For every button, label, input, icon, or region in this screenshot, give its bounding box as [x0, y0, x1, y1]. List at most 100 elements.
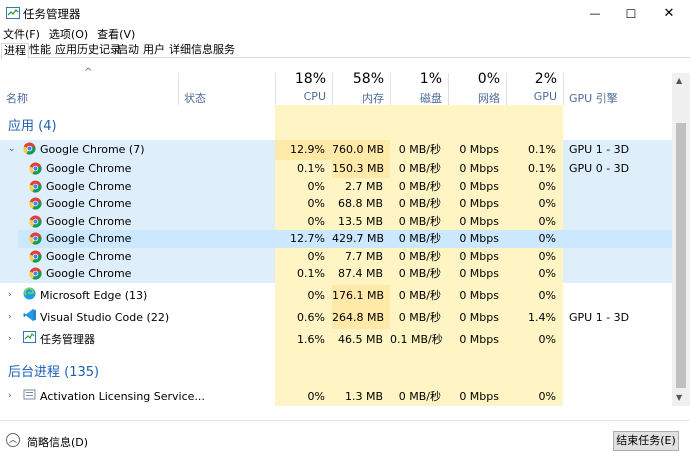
column-status[interactable]: 状态	[184, 92, 206, 105]
menu-file[interactable]: 文件(F)	[3, 28, 40, 41]
cell-cpu: 1.6%	[297, 332, 325, 346]
chevron-right-icon[interactable]: ›	[8, 289, 12, 300]
task-manager-icon	[23, 330, 36, 344]
column-heat-bg	[448, 105, 506, 406]
chevron-right-icon[interactable]: ›	[8, 390, 12, 401]
cell-net: 0 Mbps	[459, 332, 499, 346]
table-row[interactable]: ⌄ Google Chrome (7) 12.9% 760.0 MB 0 MB/秒 0 M…	[0, 140, 672, 160]
process-name: Microsoft Edge (13)	[40, 288, 148, 302]
cell-disk: 0 MB/秒	[398, 214, 441, 228]
tab-performance[interactable]: 性能	[29, 43, 51, 56]
table-row[interactable]: Google Chrome 0.1% 87.4 MB 0 MB/秒 0 Mbps 0%	[0, 265, 672, 283]
process-name: Google Chrome	[46, 249, 132, 263]
chevron-right-icon[interactable]: ›	[8, 333, 12, 344]
table-row[interactable]: › Visual Studio Code (22) 0.6% 264.8 MB 0 MB…	[0, 306, 672, 329]
chevron-right-icon[interactable]: ›	[8, 311, 12, 322]
cell-mem: 13.5 MB	[337, 214, 383, 228]
cell-gpu: 0%	[538, 267, 556, 280]
tab-services[interactable]: 服务	[213, 43, 235, 56]
cell-gpu: 0%	[538, 249, 556, 263]
cell-net: 0 Mbps	[459, 214, 499, 228]
close-button[interactable]: ✕	[652, 0, 686, 27]
group-header-apps: 应用 (4)	[8, 119, 57, 134]
process-name: Google Chrome	[46, 162, 132, 175]
cell-cpu: 0%	[307, 288, 325, 302]
group-header-background: 后台进程 (135)	[8, 364, 100, 380]
column-name[interactable]: 名称	[6, 92, 28, 105]
cell-cpu: 12.9%	[275, 140, 332, 160]
column-heat-bg	[506, 105, 563, 406]
tab-startup[interactable]: 启动	[117, 43, 139, 56]
minimize-button[interactable]: —	[578, 0, 612, 27]
tab-details[interactable]: 详细信息	[169, 43, 213, 56]
table-row[interactable]: Google Chrome 0.1% 150.3 MB 0 MB/秒 0 Mbps 0.1…	[0, 160, 672, 178]
column-gpu-engine[interactable]: GPU 引擎	[569, 92, 618, 105]
table-row[interactable]: Google Chrome 0% 68.8 MB 0 MB/秒 0 Mbps 0%	[0, 195, 672, 213]
maximize-button[interactable]: ☐	[614, 0, 648, 27]
chrome-icon	[29, 180, 42, 193]
column-network[interactable]: 0% 网络	[477, 71, 500, 105]
cell-mem: 1.3 MB	[344, 389, 383, 403]
cell-mem: 7.7 MB	[344, 249, 383, 263]
cell-net: 0 Mbps	[459, 143, 499, 156]
chevron-down-icon[interactable]: ⌄	[8, 144, 16, 154]
cell-mem: 760.0 MB	[332, 140, 390, 160]
cell-net: 0 Mbps	[459, 267, 499, 280]
cell-net: 0 Mbps	[459, 197, 499, 210]
cell-disk: 0 MB/秒	[398, 267, 441, 280]
tab-app-history[interactable]: 应用历史记录	[55, 43, 121, 56]
vscode-icon	[23, 308, 37, 322]
column-disk[interactable]: 1% 磁盘	[419, 71, 442, 105]
cell-disk: 0 MB/秒	[398, 288, 441, 302]
tab-processes[interactable]: 进程	[1, 43, 29, 59]
cell-mem: 150.3 MB	[332, 160, 390, 178]
cell-disk: 0.1 MB/秒	[390, 332, 443, 346]
edge-icon	[23, 287, 36, 300]
vertical-scrollbar[interactable]: ▲ ▼	[672, 73, 690, 406]
cell-mem: 2.7 MB	[344, 179, 383, 193]
minimize-icon: —	[589, 7, 601, 20]
table-row[interactable]: › 任务管理器 1.6% 46.5 MB 0.1 MB/秒 0 Mbps 0%	[0, 329, 672, 351]
process-name: Google Chrome	[46, 179, 132, 193]
table-row[interactable]: Google Chrome 12.7% 429.7 MB 0 MB/秒 0 Mbps 0%	[0, 230, 672, 248]
collapse-chevron-icon[interactable]: ︿	[6, 433, 20, 447]
cell-net: 0 Mbps	[459, 389, 499, 403]
process-name: Visual Studio Code (22)	[40, 310, 170, 324]
column-gpu[interactable]: 2% GPU	[533, 71, 557, 103]
column-memory[interactable]: 58% 内存	[352, 71, 384, 105]
scroll-up-icon[interactable]: ▲	[676, 76, 683, 85]
cell-gpu-engine: GPU 0 - 3D	[569, 162, 630, 175]
menu-options[interactable]: 选项(O)	[48, 28, 89, 41]
chrome-icon	[29, 197, 42, 210]
end-task-button[interactable]: 结束任务(E)	[613, 431, 679, 451]
chrome-icon	[29, 215, 42, 228]
table-row[interactable]: Google Chrome 0% 2.7 MB 0 MB/秒 0 Mbps 0%	[0, 177, 672, 195]
cell-cpu: 0.1%	[297, 162, 325, 175]
cell-mem: 176.1 MB	[332, 284, 390, 307]
table-row[interactable]: Google Chrome 0% 13.5 MB 0 MB/秒 0 Mbps 0%	[0, 212, 672, 230]
table-row[interactable]: Google Chrome 0% 7.7 MB 0 MB/秒 0 Mbps 0%	[0, 247, 672, 265]
cell-net: 0 Mbps	[459, 249, 499, 263]
cell-gpu: 0%	[538, 232, 556, 245]
column-cpu[interactable]: 18% CPU	[294, 71, 326, 103]
chrome-icon	[23, 142, 36, 155]
maximize-icon: ☐	[625, 6, 637, 21]
scrollbar-thumb[interactable]	[676, 123, 686, 388]
fewer-details-link[interactable]: 简略信息(D)	[27, 436, 89, 449]
menu-view[interactable]: 查看(V)	[97, 28, 136, 41]
cell-net: 0 Mbps	[459, 179, 499, 193]
tab-users[interactable]: 用户	[143, 43, 165, 56]
table-row[interactable]: › Microsoft Edge (13) 0% 176.1 MB 0 MB/秒 0 Mb…	[0, 284, 672, 307]
cell-gpu: 0%	[538, 214, 556, 228]
cell-disk: 0 MB/秒	[398, 162, 441, 175]
cell-gpu: 0.1%	[528, 162, 556, 175]
process-name: Google Chrome	[46, 197, 132, 210]
cell-cpu: 12.7%	[290, 232, 325, 245]
cell-disk: 0 MB/秒	[398, 197, 441, 210]
chrome-icon	[29, 162, 42, 175]
cell-mem: 264.8 MB	[332, 306, 390, 329]
service-icon	[23, 388, 36, 401]
scroll-down-icon[interactable]: ▼	[676, 393, 683, 402]
table-row[interactable]: › Activation Licensing Service... 0% 1.3 MB…	[0, 386, 672, 407]
tab-bar: 进程 性能 应用历史记录 启动 用户 详细信息 服务	[0, 43, 690, 59]
